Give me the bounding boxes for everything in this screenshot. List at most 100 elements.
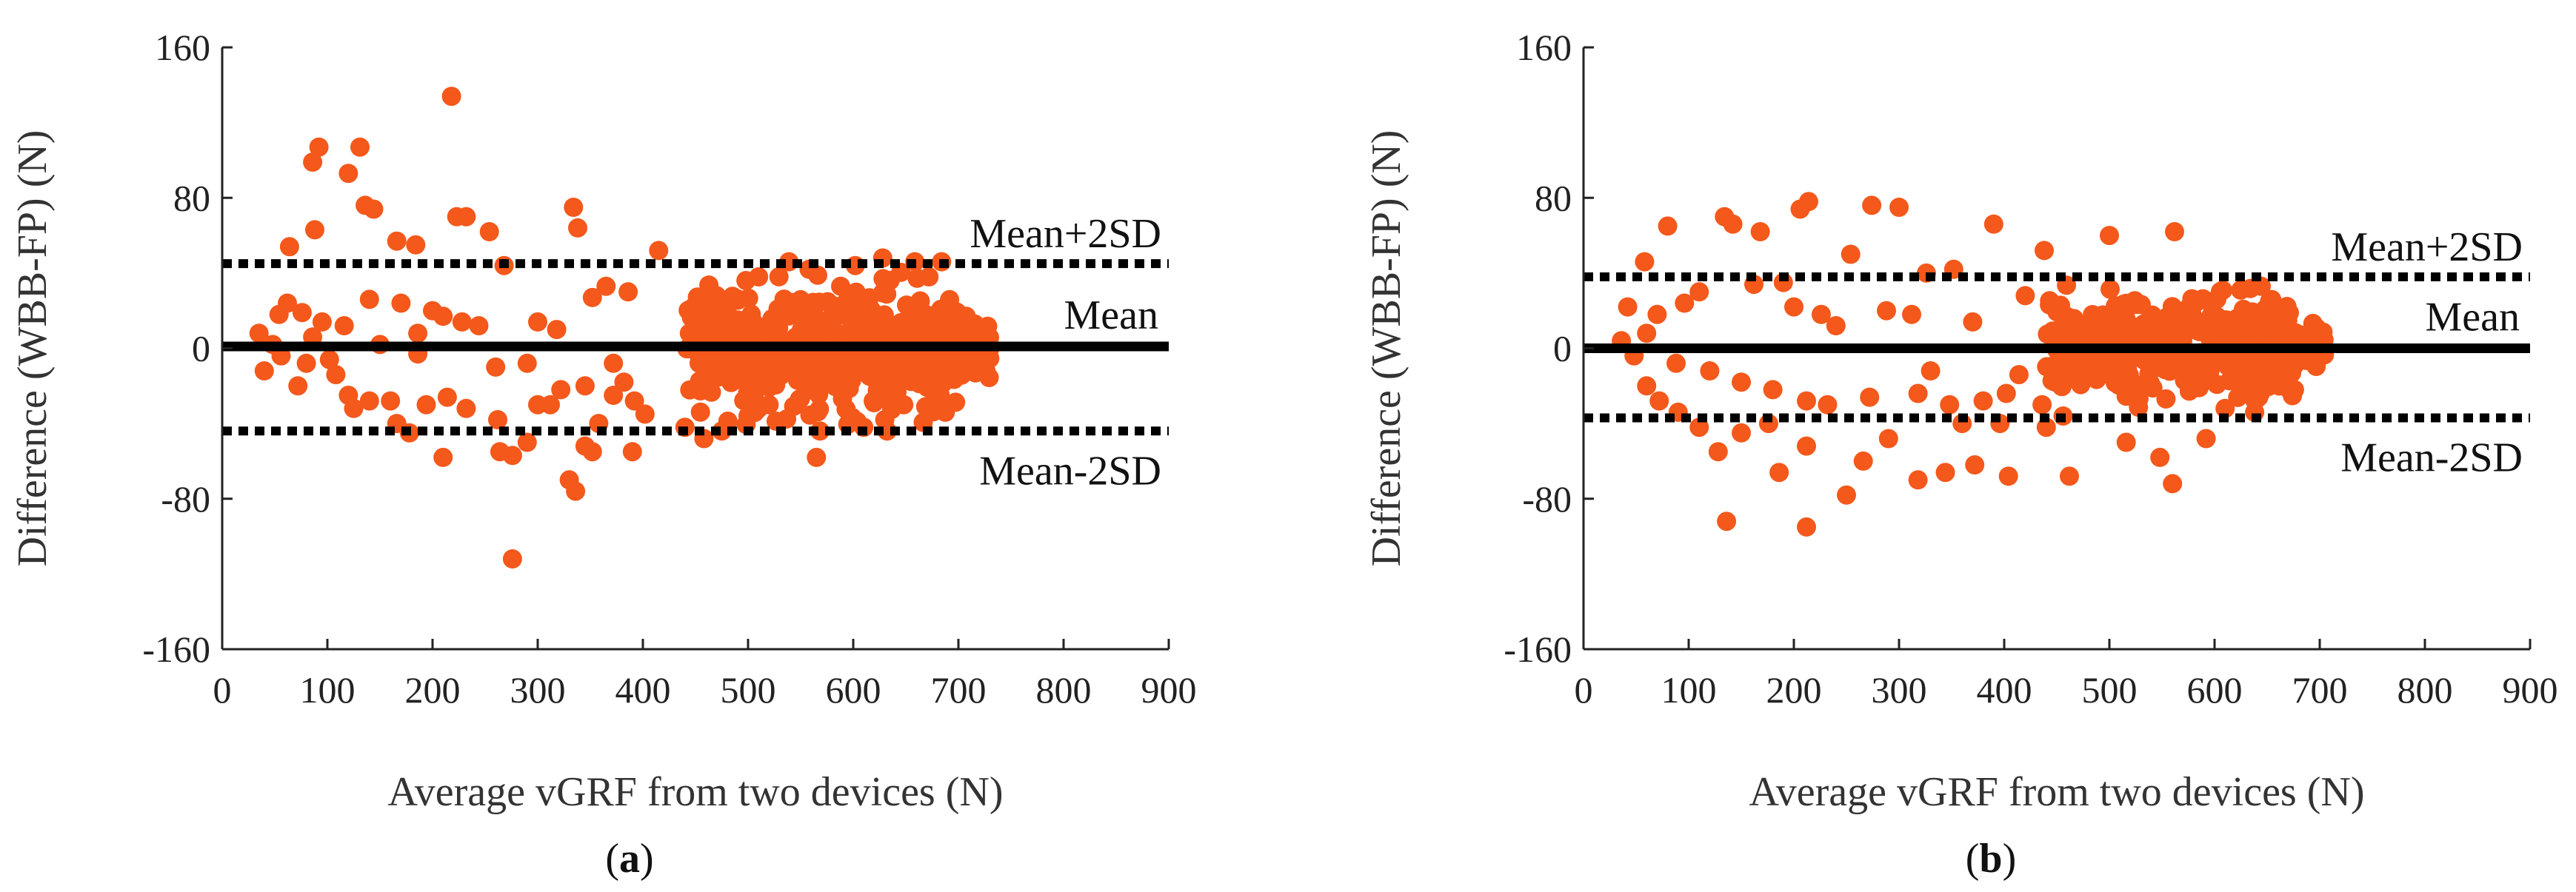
data-point-b [2114,294,2134,314]
data-point-b [2134,350,2154,370]
data-point-b [2100,226,2119,246]
data-point-b [2215,398,2235,418]
data-point-a [769,266,789,286]
data-point-a [807,447,827,467]
data-point-b [2143,312,2163,332]
data-point-b [1998,466,2018,486]
data-point-b [2210,282,2230,301]
data-point-a [441,87,461,107]
data-point-a [292,303,312,323]
data-point-b [2298,329,2318,348]
x-tick-label-a: 900 [1141,669,1197,711]
data-point-a [940,289,960,309]
x-tick-label-b: 100 [1661,669,1717,711]
data-point-a [596,276,616,296]
data-point-a [575,376,595,396]
x-ticks-a: 0 100 200 300 400 500 600 700 800 900 [213,639,1197,711]
data-point-b [1818,395,1838,415]
data-point-b [2160,312,2180,332]
data-point-b [2057,306,2077,326]
data-point-a [872,368,892,387]
data-point-b [2243,377,2263,397]
data-point-b [2060,466,2079,486]
data-point-b [2277,297,2297,316]
data-point-a [614,372,634,392]
x-tick-label-a: 300 [510,669,566,711]
data-point-b [1675,293,1695,313]
x-tick-label-b: 600 [2187,669,2243,711]
data-point-a [305,220,324,240]
data-point-b [2232,308,2252,328]
data-point-b [1700,361,1720,380]
scatter-points-a [249,87,1000,569]
data-point-a [364,199,384,219]
x-tick-label-a: 100 [300,669,356,711]
data-point-a [564,198,584,217]
data-point-a [877,421,897,441]
data-point-b [1878,429,1898,449]
y-tick-label-a: 0 [192,328,210,369]
data-point-a [690,402,710,422]
data-point-a [825,306,845,326]
data-point-b [1797,391,1816,411]
x-tick-label-b: 500 [2082,669,2138,711]
data-point-b [2221,326,2241,346]
panel-letter-a: a [619,836,640,882]
data-point-a [469,316,489,335]
x-tick-label-a: 800 [1036,669,1092,711]
data-point-a [416,395,436,415]
data-point-a [745,403,765,423]
data-point-a [825,377,845,397]
data-point-a [777,409,797,429]
data-point-a [568,218,587,238]
data-point-b [2109,375,2129,395]
data-point-a [684,300,704,320]
data-point-b [1763,380,1783,400]
data-point-a [649,241,669,261]
data-point-a [408,323,428,343]
data-point-a [710,312,730,332]
data-point-a [547,320,567,340]
data-point-a [288,376,308,396]
data-point-a [387,231,407,251]
data-point-a [452,312,472,332]
data-point-b [2198,357,2218,377]
data-point-a [502,446,522,466]
data-point-b [1635,252,1655,272]
data-point-a [269,304,289,324]
data-point-b [2259,352,2279,372]
data-point-a [736,271,756,290]
data-point-b [1784,297,1803,317]
x-tick-label-b: 200 [1766,669,1822,711]
data-point-b [1862,195,1882,215]
data-point-b [1841,244,1861,264]
data-point-a [910,292,930,312]
data-point-b [2201,306,2220,326]
data-point-b [2228,387,2248,407]
x-ticks-b: 0 100 200 300 400 500 600 700 800 900 [1575,639,2558,711]
data-point-b [2129,295,2149,315]
data-point-b [1689,282,1709,302]
data-point-a [727,315,747,335]
upper-limit-label-b: Mean+2SD [2331,224,2523,270]
x-tick-label-b: 800 [2398,669,2453,711]
data-point-a [624,391,644,411]
data-point-a [800,405,820,425]
data-point-a [279,237,299,257]
data-point-b [2015,286,2035,306]
data-point-a [895,325,915,345]
data-point-a [938,367,958,386]
x-axis-label-b: Average vGRF from two devices (N) [1749,769,2365,815]
data-point-a [326,365,346,385]
data-point-b [1649,391,1669,411]
y-axis-label-b: Difference (WBB-FP) (N) [1364,130,1409,567]
data-point-a [911,310,931,330]
panel-letter-b: b [1979,836,2002,882]
data-point-b [1877,301,1896,321]
data-point-a [249,323,269,343]
data-point-b [2155,360,2175,380]
data-point-a [344,398,364,418]
data-point-a [718,412,738,431]
data-point-a [846,298,865,318]
